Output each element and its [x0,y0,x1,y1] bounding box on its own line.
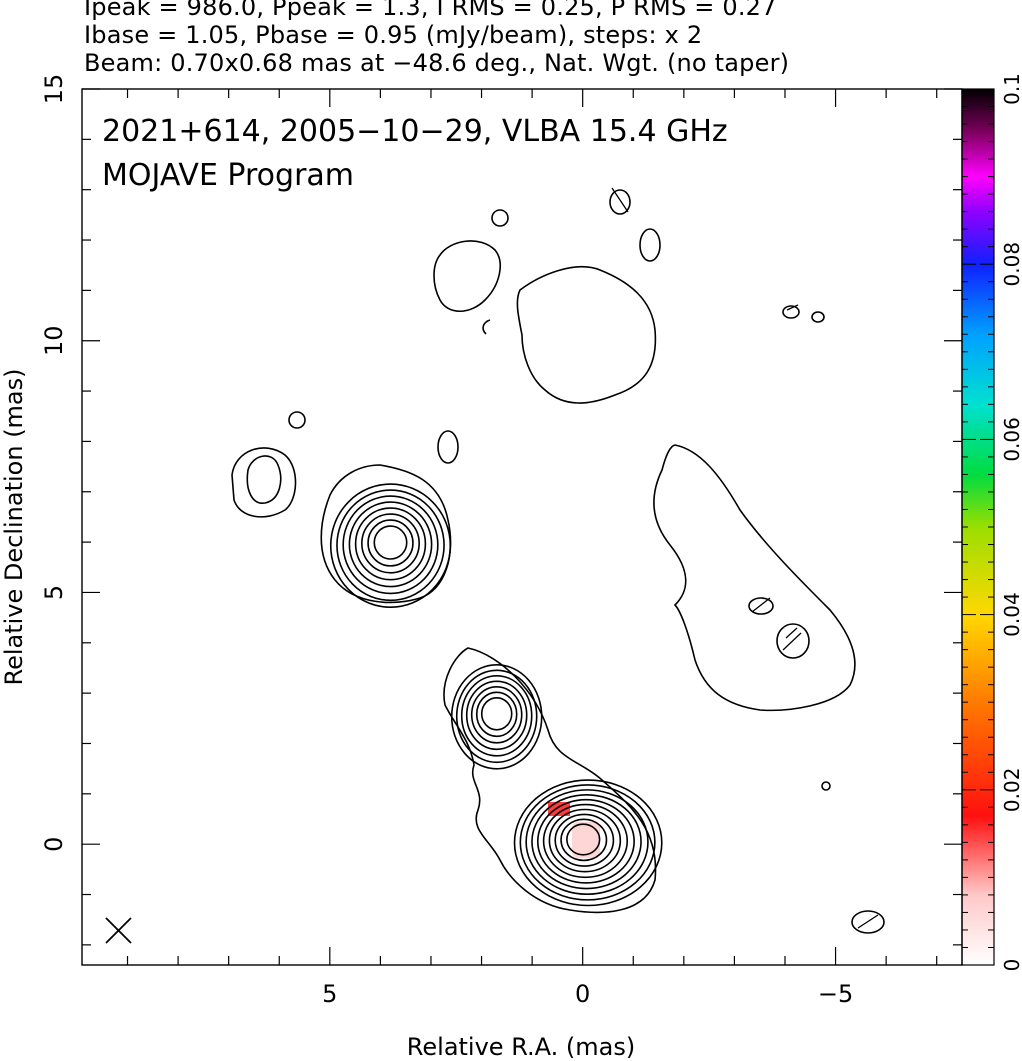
hatch-line [782,632,802,651]
contour-core-level [531,793,642,890]
contour-fragment [482,319,491,335]
y-tick-label: 5 [40,585,68,600]
contour-northern-component-level [361,513,420,574]
contour-inner-jet-knot-level [465,680,528,751]
contour-island [811,311,825,323]
contour-core-level [542,803,629,879]
colorbar-tick-label: 0.06 [1000,417,1022,462]
contour-northern-component-level [367,519,414,567]
colorbar-ticks: 0 0.02 0.04 0.06 0.08 0.1 [962,73,1022,971]
hatch-line [611,187,629,213]
colorbar-tick-label: 0 [1000,959,1022,972]
contour-base-core [443,647,657,914]
pol-pixel [548,802,570,816]
contour-blob-east [231,447,297,518]
contour-island [748,597,774,615]
contour-northern-component-level [348,501,433,588]
contour-inner-jet-knot-level [475,691,518,738]
hatch-line [751,597,771,613]
nested-contours [329,483,663,907]
contour-inner-jet-knot-level [480,696,513,731]
y-tick-label: 0 [40,837,68,852]
beam-marker [105,917,132,944]
contour-inner-jet-knot-level [455,669,538,764]
beam-axis-minor [105,917,132,944]
polarization-pixels [548,802,600,858]
contour-core-level [536,798,635,884]
contour-inner-jet-knot-level [450,663,543,770]
colorbar-tick-label: 0.1 [1000,73,1022,105]
header-line-2: Ibase = 1.05, Pbase = 0.95 (mJy/beam), s… [84,21,703,49]
contour-island [288,411,306,429]
contour-inner-jet-knot-level [470,685,523,744]
contour-diffuse-sw [653,444,856,712]
contour-island [609,189,631,215]
y-axis-label: Relative Declination (mas) [0,368,28,685]
x-tick-label: −5 [818,980,853,1008]
contours [231,189,885,934]
x-tick-label: 5 [322,980,337,1008]
x-axis-label: Relative R.A. (mas) [407,1033,635,1061]
contour-core-level [560,818,608,862]
contour-island [437,430,459,464]
contour-core-level [513,779,663,907]
header-line-1: Ipeak = 986.0, Ppeak = 1.3, I RMS = 0.25… [84,0,777,21]
hatch-line [785,627,798,639]
contour-northern-component-level [329,483,452,609]
contour-island [491,209,509,227]
contour-blob-north [433,240,501,313]
header-line-3: Beam: 0.70x0.68 mas at −48.6 deg., Nat. … [84,49,790,77]
contour-core-level [566,823,601,856]
map-annotation-line-1: 2021+614, 2005−10−29, VLBA 15.4 GHz [102,114,728,149]
colorbar-tick-label: 0.04 [1000,592,1022,637]
contour-core-level [554,813,615,867]
island-hatching [611,187,879,929]
contour-core-level [525,789,649,896]
x-tick-label: 0 [575,980,590,1008]
y-tick-label: 10 [40,325,68,356]
pol-pixel [572,822,600,858]
colorbar-tick-label: 0.02 [1000,768,1022,813]
contour-core-level [519,784,656,901]
contour-base-northern [320,464,452,604]
axis-ticks: 5 0 −5 0 5 10 15 [40,74,962,1008]
contour-inner-jet-knot-level [460,674,533,757]
contour-core-level [548,808,622,873]
contour-island [821,781,831,791]
contour-northern-component-level [354,507,427,581]
contour-northern-component-level [336,489,445,602]
y-tick-label: 15 [40,74,68,105]
map-annotation-line-2: MOJAVE Program [102,158,354,193]
contour-island [776,623,810,659]
contour-blob-east-inner [246,455,282,504]
colorbar-tick-label: 0.08 [1000,242,1022,287]
contour-diffuse-north [516,266,657,404]
contour-island [639,228,661,262]
contour-northern-component-level [373,525,408,560]
hatch-line [786,304,799,311]
contour-island [782,305,800,319]
hatch-line [857,914,879,929]
plot-frame [81,88,963,966]
contour-island [851,910,885,934]
contour-northern-component-level [342,495,439,595]
